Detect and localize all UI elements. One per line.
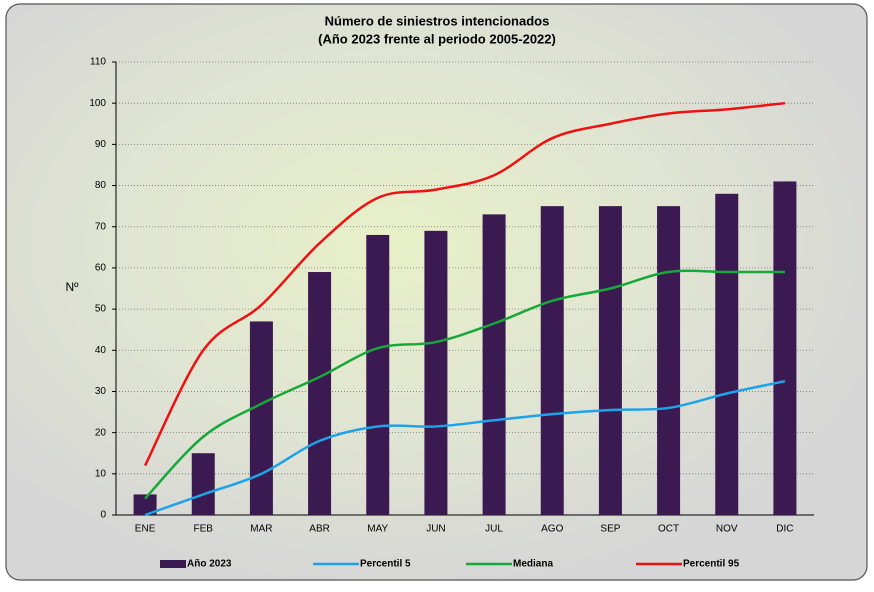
x-tick-label: JUL xyxy=(485,524,503,535)
y-tick-label: 100 xyxy=(89,98,106,109)
legend-label: Año 2023 xyxy=(187,559,232,570)
line xyxy=(143,101,786,467)
chart-title: Número de siniestros intencionados xyxy=(325,13,550,28)
x-tick-label: SEP xyxy=(600,524,620,535)
y-tick-label: 30 xyxy=(95,386,107,397)
y-tick-label: 90 xyxy=(95,139,107,150)
y-tick-label: 80 xyxy=(95,180,107,191)
x-tick-label: JUN xyxy=(426,524,445,535)
y-tick-label: 70 xyxy=(95,221,107,232)
x-tick-label: MAR xyxy=(250,524,272,535)
x-tick-label: DIC xyxy=(776,524,793,535)
legend-swatch xyxy=(160,560,186,568)
bar xyxy=(540,206,564,516)
legend-label: Mediana xyxy=(513,559,553,570)
bar xyxy=(249,321,273,515)
legend-label: Percentil 95 xyxy=(683,559,740,570)
x-tick-label: ABR xyxy=(309,524,330,535)
legend-label: Percentil 5 xyxy=(360,559,411,570)
bar xyxy=(657,206,681,516)
bar xyxy=(366,234,390,516)
x-tick-label: MAY xyxy=(367,524,388,535)
bar xyxy=(424,230,448,515)
y-tick-label: 40 xyxy=(95,345,107,356)
bar xyxy=(598,206,622,516)
x-tick-label: FEB xyxy=(194,524,214,535)
x-tick-label: ENE xyxy=(135,524,156,535)
bar xyxy=(191,453,215,515)
bar xyxy=(715,193,739,516)
y-tick-label: 20 xyxy=(95,427,107,438)
y-tick-label: 50 xyxy=(95,304,107,315)
y-axis-label: Nº xyxy=(65,280,79,294)
bar xyxy=(133,494,157,515)
y-tick-label: 10 xyxy=(95,468,107,479)
chart-subtitle: (Año 2023 frente al periodo 2005-2022) xyxy=(318,31,556,46)
x-tick-label: OCT xyxy=(658,524,679,535)
bar xyxy=(482,214,506,515)
x-tick-label: NOV xyxy=(716,524,738,535)
y-tick-label: 110 xyxy=(90,57,106,68)
line xyxy=(144,269,785,500)
y-tick-label: 60 xyxy=(95,263,107,274)
x-tick-label: AGO xyxy=(541,524,563,535)
line xyxy=(144,379,786,517)
y-tick-label: 0 xyxy=(100,510,106,521)
bar xyxy=(308,272,332,515)
bar xyxy=(773,181,797,515)
